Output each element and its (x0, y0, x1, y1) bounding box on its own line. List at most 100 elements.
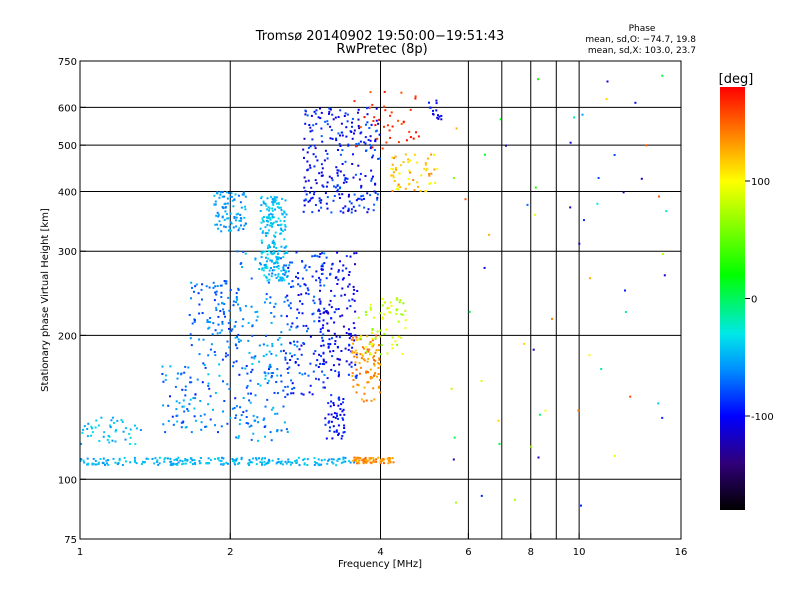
data-point (250, 392, 252, 395)
data-point (537, 78, 539, 81)
data-point (464, 198, 467, 201)
data-point (308, 266, 311, 268)
data-point (277, 258, 280, 261)
data-point (258, 344, 261, 347)
data-point (240, 224, 242, 227)
data-point (351, 121, 353, 124)
data-point (319, 330, 322, 333)
data-point (228, 388, 231, 390)
data-point (339, 109, 342, 112)
data-point (273, 269, 276, 272)
data-point (318, 353, 321, 356)
data-point (399, 186, 402, 189)
data-point (258, 360, 261, 363)
data-point (259, 461, 262, 464)
data-point (350, 211, 353, 214)
data-point (432, 113, 435, 116)
data-point (373, 190, 376, 193)
data-point (336, 357, 339, 360)
data-point (313, 457, 316, 460)
data-point (222, 462, 225, 465)
data-point (299, 300, 301, 303)
data-point (436, 116, 439, 119)
data-point (268, 366, 271, 369)
data-point (278, 461, 281, 463)
data-point (161, 365, 164, 368)
data-point (260, 221, 263, 224)
data-point (158, 456, 161, 459)
data-point (270, 312, 273, 314)
data-point (387, 458, 390, 461)
data-point (383, 462, 385, 465)
data-point (409, 171, 412, 174)
data-point (395, 312, 398, 315)
data-point (347, 143, 350, 146)
data-point (228, 229, 231, 232)
data-point (267, 372, 270, 375)
data-point (172, 423, 175, 426)
data-point (353, 132, 355, 135)
data-point (216, 223, 218, 226)
data-point (120, 419, 123, 421)
data-point (231, 458, 234, 460)
data-point (262, 216, 265, 218)
data-point (325, 437, 328, 440)
data-point (391, 156, 394, 159)
data-point (116, 463, 119, 466)
data-point (573, 116, 576, 119)
data-point (373, 116, 376, 119)
data-point (342, 207, 345, 210)
data-point (318, 276, 320, 279)
data-point (184, 458, 187, 460)
data-point (428, 101, 430, 104)
data-point (322, 333, 325, 336)
data-point (371, 339, 374, 342)
y-tick-label: 500 (58, 141, 77, 152)
data-point (235, 414, 238, 417)
data-point (265, 298, 268, 301)
data-point (231, 407, 234, 410)
data-point (86, 435, 89, 438)
data-point (285, 252, 288, 254)
data-point (284, 358, 287, 361)
data-point (366, 113, 369, 116)
data-point (233, 459, 236, 462)
data-point (293, 354, 296, 356)
data-point (266, 217, 269, 220)
data-point (182, 399, 185, 402)
data-point (118, 459, 121, 462)
data-point (143, 461, 146, 463)
data-point (250, 277, 253, 280)
data-point (347, 210, 350, 212)
data-point (194, 319, 196, 321)
data-point (378, 362, 381, 365)
data-point (169, 395, 171, 398)
data-point (232, 365, 234, 368)
data-point (357, 461, 360, 464)
data-point (375, 129, 378, 132)
data-point (303, 462, 306, 465)
data-point (270, 267, 272, 269)
data-point (339, 315, 342, 318)
data-point (165, 374, 167, 377)
data-point (326, 311, 329, 314)
data-point (324, 120, 327, 123)
data-point (363, 392, 366, 395)
data-point (360, 357, 363, 360)
data-point (271, 241, 274, 244)
data-point (368, 127, 371, 129)
data-point (156, 460, 158, 463)
data-point (247, 462, 250, 465)
data-point (285, 352, 287, 355)
data-point (232, 300, 235, 303)
data-point (162, 423, 165, 426)
data-point (381, 147, 384, 150)
data-point (279, 232, 282, 235)
data-point (277, 275, 280, 278)
y-tick-label: 300 (58, 247, 77, 258)
data-point (428, 182, 431, 185)
data-point (326, 207, 329, 210)
data-point (383, 458, 386, 461)
data-point (295, 317, 298, 320)
data-point (286, 299, 289, 302)
